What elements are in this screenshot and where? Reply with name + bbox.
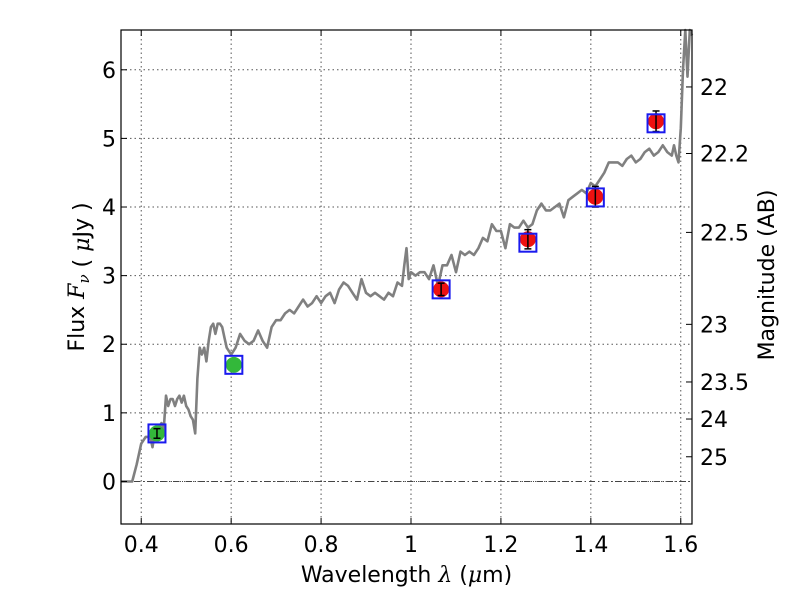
model-flux-box [646, 113, 666, 134]
x-tick-label: 0.8 [304, 533, 339, 558]
model-flux-box [431, 279, 451, 300]
grid [121, 30, 692, 524]
y-tick-label: 1 [102, 402, 116, 427]
model-spectrum [121, 28, 694, 483]
y-tick-label: 0 [102, 470, 116, 495]
magnitude-tick-label: 22 [700, 76, 728, 101]
x-axis-label: Wavelength λ (μm) [301, 563, 512, 588]
y-tick-label: 2 [102, 333, 116, 358]
model-flux-box [518, 232, 538, 253]
x-tick-label: 1 [404, 533, 418, 558]
x-tick-label: 0.4 [124, 533, 159, 558]
y-tick-label: 3 [102, 265, 116, 290]
magnitude-tick-label: 23.5 [700, 371, 749, 396]
plot-frame [120, 29, 693, 525]
x-tick-label: 1.4 [573, 533, 608, 558]
x-tick-label: 1.2 [483, 533, 518, 558]
magnitude-tick-label: 24 [700, 408, 728, 433]
y-tick-label: 6 [102, 59, 116, 84]
photometry-points [147, 110, 666, 444]
magnitude-tick-label: 23 [700, 313, 728, 338]
observed-flux-marker [225, 356, 242, 373]
model-flux-box [147, 423, 167, 444]
x-axis-ticks: 0.4 0.6 0.8 1 1.2 1.4 1.6 [124, 30, 698, 558]
magnitude-tick-label: 22.2 [700, 143, 749, 168]
x-tick-label: 0.6 [214, 533, 249, 558]
y-axis-ticks: 0 1 2 3 4 5 6 [102, 59, 127, 495]
magnitude-axis-label: Magnitude (AB) [755, 190, 780, 361]
magnitude-tick-label: 25 [700, 446, 728, 471]
magnitude-tick-label: 22.5 [700, 221, 749, 246]
y-axis-label: Flux Fν ( μJy ) [65, 202, 95, 351]
y-tick-label: 5 [102, 127, 116, 152]
x-tick-label: 1.6 [663, 533, 698, 558]
magnitude-axis-ticks: 22 22.2 22.5 23 23.5 24 25 [686, 76, 749, 471]
model-flux-box [585, 187, 605, 208]
spectrum-line [121, 28, 694, 483]
model-flux-box [224, 354, 244, 375]
y-tick-label: 4 [102, 196, 116, 221]
